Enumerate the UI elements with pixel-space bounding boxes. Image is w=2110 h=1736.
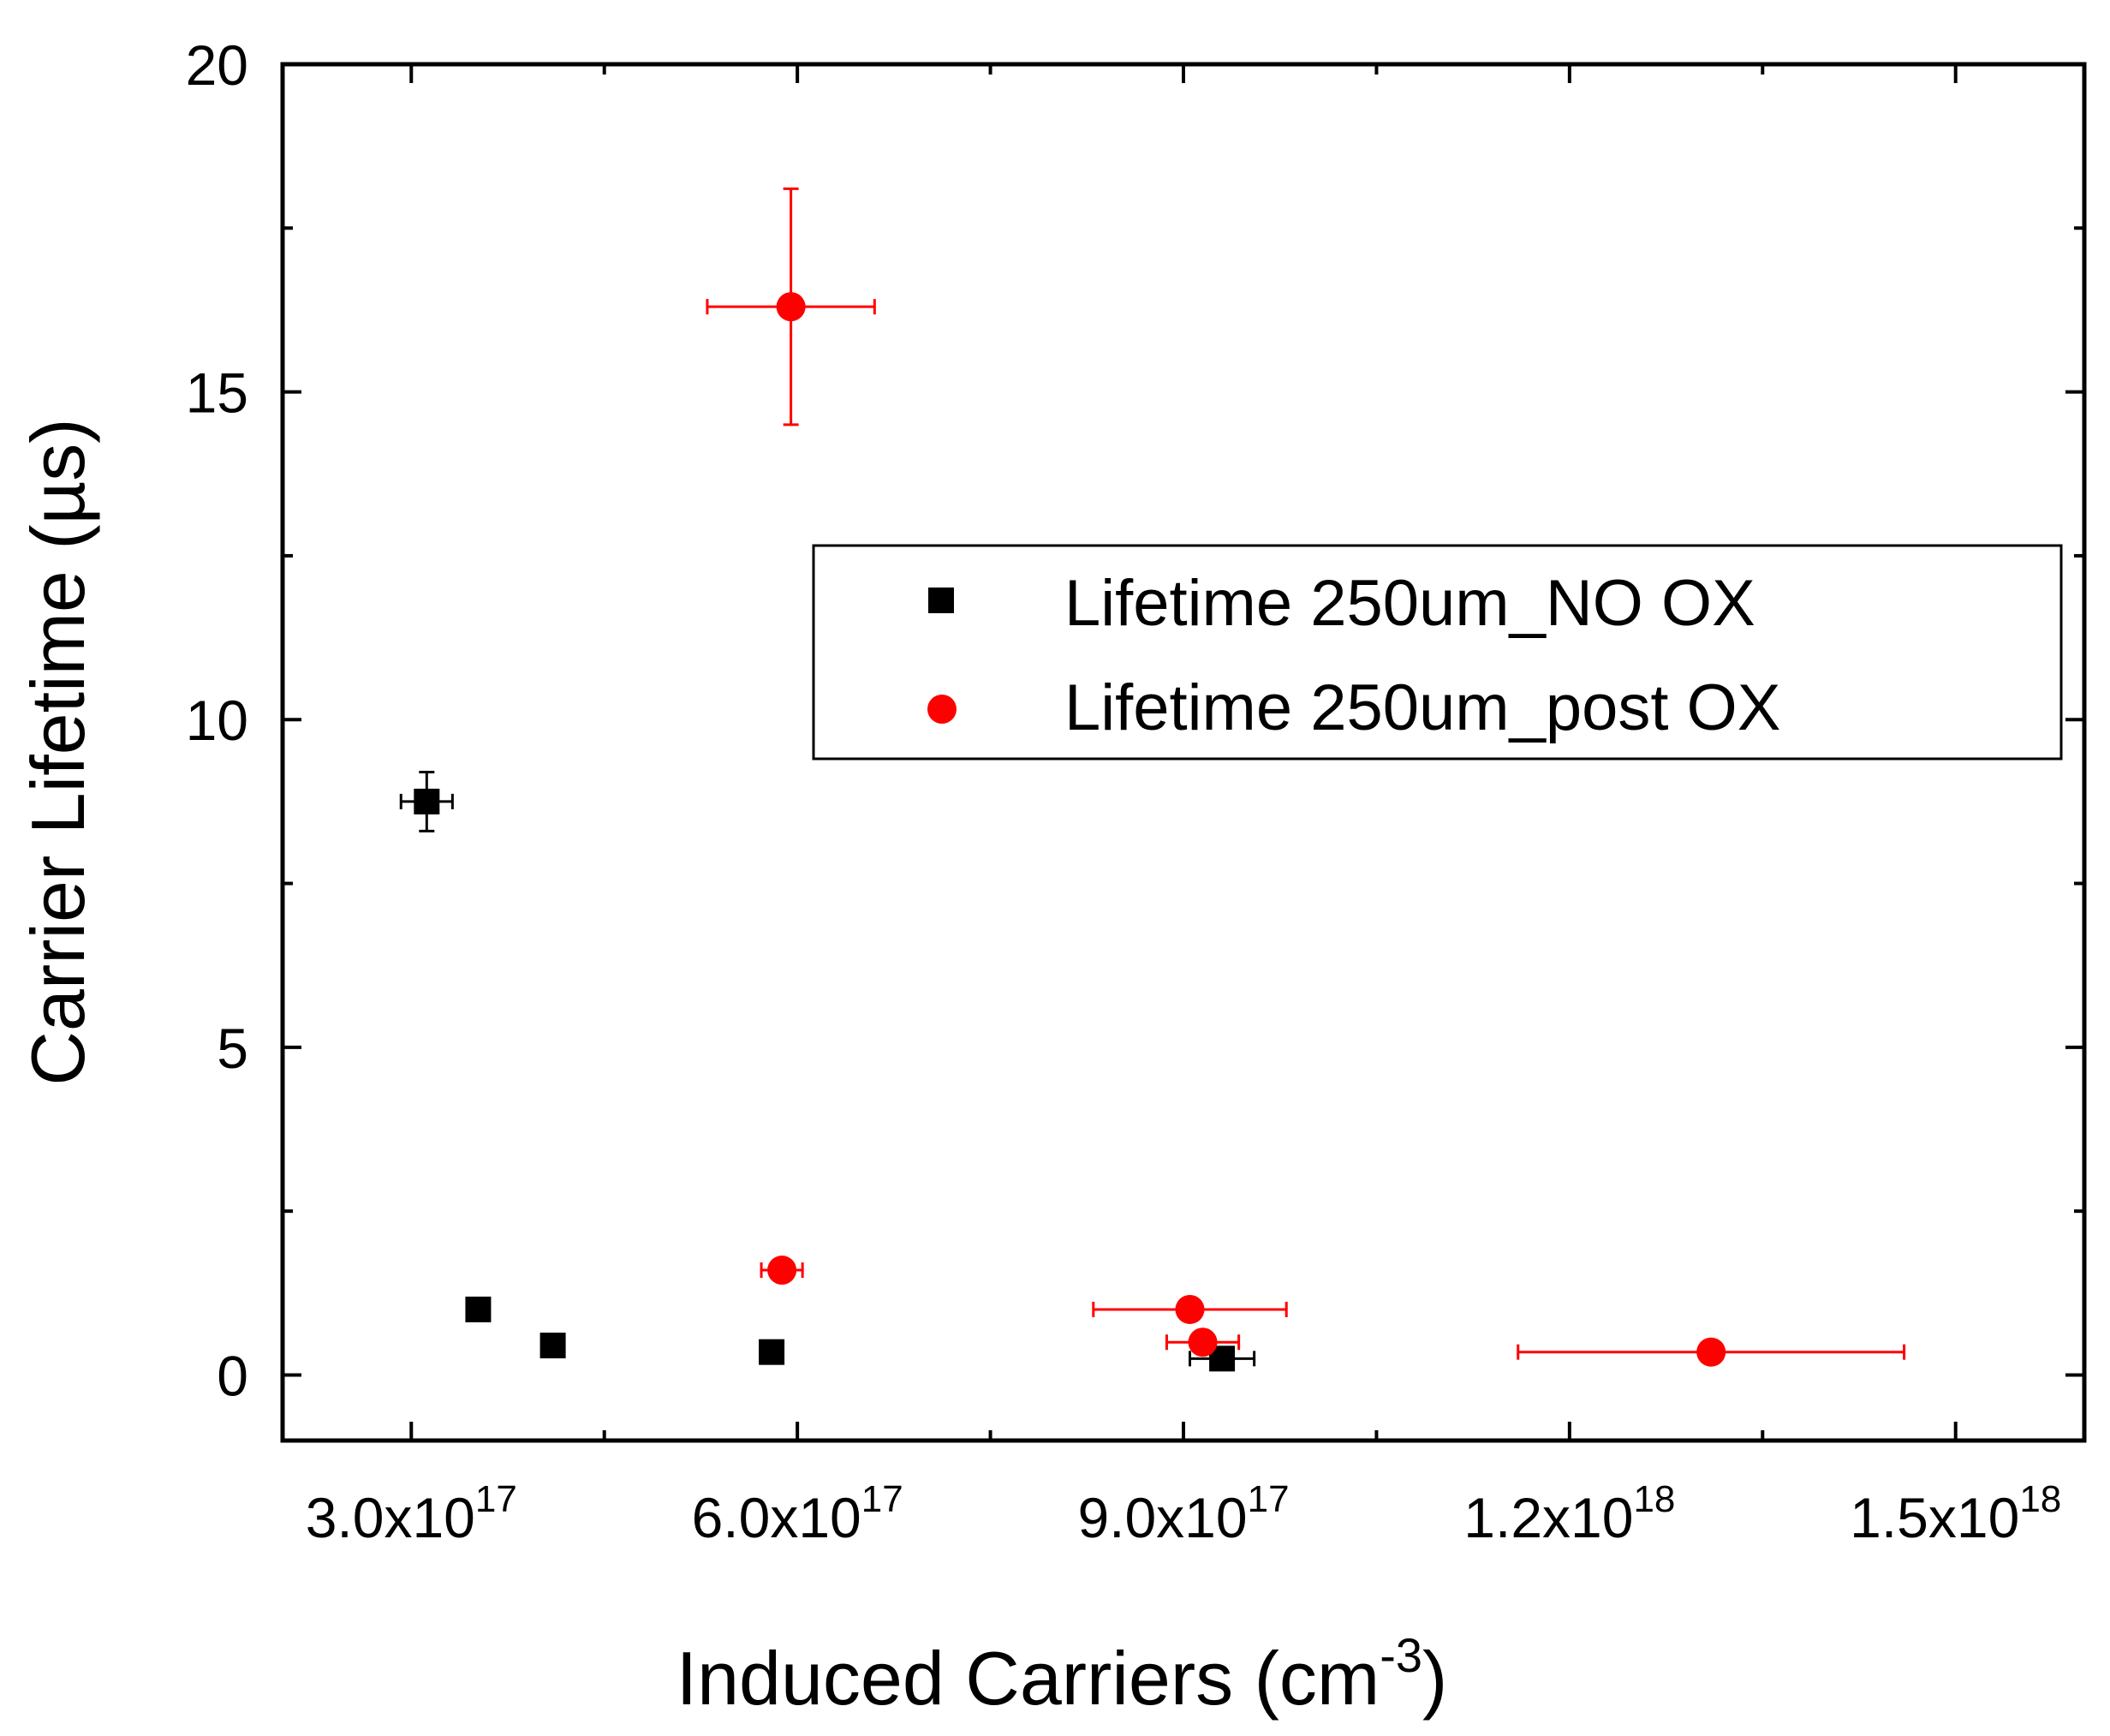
x-axis-label-exponent: -3 [1380,1628,1422,1682]
data-point-group [759,1339,785,1365]
x-axis-label: Induced Carriers (cm-3) [677,1628,1448,1721]
data-point-group [465,1296,492,1322]
x-tick-mantissa: 1.2x10 [1463,1486,1633,1549]
x-tick-label: 3.0x1017 [306,1478,517,1549]
legend: Lifetime 250um_NO OX Lifetime 250um_post… [812,544,2063,761]
data-point-group [399,770,454,832]
data-point-group [539,1333,566,1359]
data-point-square [465,1296,492,1322]
x-tick-exponent: 17 [475,1478,517,1520]
x-axis-label-main: Induced Carriers (cm [677,1636,1380,1721]
series-post-ox [706,187,1906,1367]
data-point-square [539,1333,566,1359]
x-tick-mantissa: 6.0x10 [692,1486,861,1549]
y-tick-label: 20 [186,33,248,97]
x-tick-label: 1.5x1018 [1850,1478,2061,1549]
x-axis-label-suffix: ) [1422,1636,1447,1721]
data-point-square [414,788,440,814]
data-point-circle [776,292,806,322]
y-axis-label: Carrier Lifetime (µs) [15,418,100,1085]
data-point-group [1165,1327,1241,1357]
x-tick-exponent: 18 [1633,1478,1675,1520]
x-tick-labels: 3.0x1017 6.0x1017 9.0x1017 1.2x1018 1.5x1018 [306,1478,2062,1549]
axis-ticks [283,63,2084,1441]
legend-label-no-ox: Lifetime 250um_NO OX [1064,567,1755,640]
data-point-group [760,1256,804,1286]
y-tick-labels: 0 5 10 15 20 [186,33,248,1407]
data-point-group [1517,1337,1906,1367]
legend-label-post-ox: Lifetime 250um_post OX [1064,671,1780,744]
data-point-group [1092,1294,1288,1324]
y-tick-label: 10 [186,689,248,752]
legend-marker-post-ox [927,695,957,724]
data-point-circle [1175,1294,1205,1324]
data-point-circle [1696,1337,1726,1367]
x-tick-mantissa: 3.0x10 [306,1486,475,1549]
y-tick-label: 15 [186,361,248,425]
x-tick-exponent: 17 [861,1478,903,1520]
x-tick-mantissa: 9.0x10 [1077,1486,1247,1549]
x-tick-exponent: 18 [2019,1478,2061,1520]
data-series [399,187,1906,1372]
x-tick-exponent: 17 [1248,1478,1290,1520]
x-tick-mantissa: 1.5x10 [1850,1486,2019,1549]
x-tick-label: 9.0x1017 [1077,1478,1289,1549]
series-no-ox [399,770,1256,1372]
x-tick-label: 6.0x1017 [692,1478,903,1549]
data-point-circle [1188,1327,1218,1357]
y-tick-label: 0 [217,1344,248,1407]
x-tick-label: 1.2x1018 [1463,1478,1675,1549]
data-point-square [759,1339,785,1365]
y-tick-label: 5 [217,1017,248,1080]
legend-marker-no-ox [928,588,954,613]
legend-box [812,544,2063,761]
data-point-circle [767,1256,797,1286]
data-point-group [706,187,876,427]
